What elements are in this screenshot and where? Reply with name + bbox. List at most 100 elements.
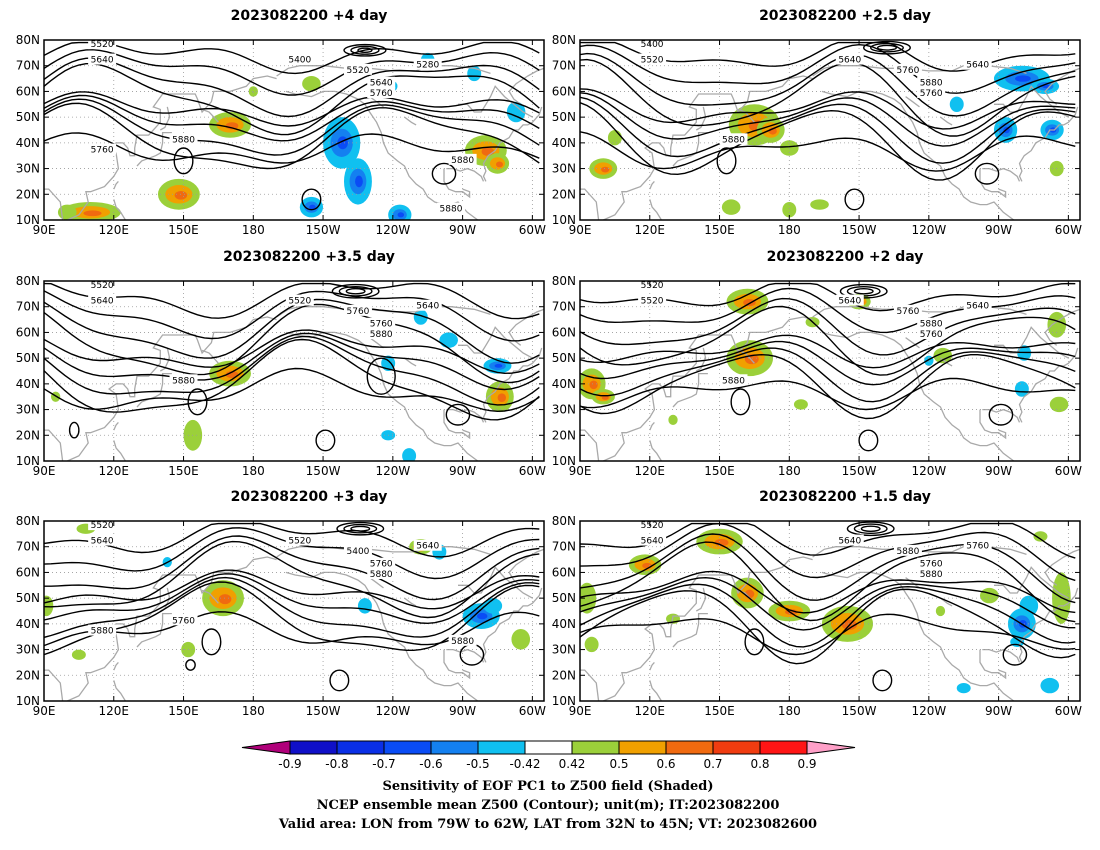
- lon-label: 120E: [635, 464, 666, 478]
- coastline: [113, 199, 126, 220]
- contour-label: 5400: [641, 40, 664, 50]
- contour-label-bg: [638, 53, 667, 65]
- coastline: [940, 116, 953, 126]
- colorbar-box: [336, 740, 385, 755]
- contour-label-bg: [343, 544, 372, 556]
- contour-label: 5640: [416, 542, 439, 552]
- negative-sensitivity-peak: [477, 612, 488, 620]
- lat-label: 20N: [16, 187, 40, 201]
- contour-label: 5520: [347, 66, 370, 76]
- coastline: [905, 337, 920, 349]
- colorbar: -0.9 -0.8 -0.7 -0.6 -0.5 -0.42 0.42 0.5 0.6 0.7 0.…: [241, 740, 856, 771]
- colorbar-box: [524, 740, 573, 755]
- z500-contour: [580, 533, 1076, 604]
- contour-label-bg: [436, 202, 465, 214]
- contour-label-bg: [367, 317, 396, 329]
- coastline: [446, 167, 485, 182]
- lat-label: 50N: [552, 351, 576, 365]
- coastline: [113, 680, 126, 701]
- coastline: [508, 91, 522, 105]
- coastline: [482, 587, 543, 663]
- lon-label: 90E: [569, 464, 592, 478]
- lat-label: 70N: [16, 540, 40, 554]
- positive-sensitivity-patch: [1049, 396, 1069, 413]
- positive-sensitivity-patch: [44, 595, 54, 617]
- negative-sensitivity-patch: [402, 448, 417, 461]
- lat-label: 20N: [552, 428, 576, 442]
- lon-label: 150E: [168, 704, 199, 718]
- contour-label-bg: [169, 133, 198, 145]
- z500-closed-contour: [858, 429, 879, 452]
- z500-contour: [44, 132, 540, 164]
- lat-label: 80N: [16, 274, 40, 288]
- positive-sensitivity-patch: [607, 130, 622, 146]
- lon-label: 150W: [842, 704, 877, 718]
- lat-label: 10N: [16, 454, 40, 468]
- coastline: [994, 566, 1069, 599]
- lat-label: 40N: [16, 377, 40, 391]
- positive-sensitivity-peak: [174, 190, 188, 200]
- lon-label: 90W: [985, 223, 1012, 237]
- panel-title: 2023082200 +4 day: [231, 8, 388, 24]
- contour-label: 5760: [370, 89, 393, 99]
- z500-contour: [44, 48, 540, 96]
- lat-label: 10N: [552, 694, 576, 708]
- contour-label: 5520: [91, 521, 114, 531]
- contour-label: 5400: [347, 547, 370, 557]
- contour-label-bg: [88, 40, 117, 50]
- coastline: [159, 347, 171, 372]
- z500-contour: [580, 377, 1076, 411]
- lon-label: 120E: [635, 704, 666, 718]
- lat-label: 80N: [16, 514, 40, 528]
- z500-contour: [580, 334, 1076, 369]
- coastline: [603, 556, 813, 701]
- z500-closed-contour: [860, 525, 881, 532]
- z500-contour: [44, 540, 540, 619]
- z500-contour: [580, 305, 1076, 376]
- coastline: [1018, 106, 1079, 182]
- z500-contour: [44, 98, 540, 156]
- lon-label: 180: [242, 704, 265, 718]
- contour-label-bg: [88, 281, 117, 291]
- contour-label-bg: [88, 534, 117, 546]
- panel-title: 2023082200 +2 day: [767, 249, 924, 265]
- coastline: [443, 409, 471, 440]
- z500-closed-contour: [185, 659, 196, 671]
- contour-label: 5880: [920, 570, 943, 580]
- lon-label: 150E: [168, 223, 199, 237]
- lon-label: 120W: [911, 464, 946, 478]
- lon-label: 90E: [33, 223, 56, 237]
- coastline: [982, 408, 1021, 423]
- coastline: [285, 571, 479, 701]
- positive-sensitivity-patch: [511, 629, 531, 650]
- lon-label: 90W: [985, 464, 1012, 478]
- lon-label: 90W: [985, 704, 1012, 718]
- z500-contour: [44, 335, 540, 406]
- colorbar-box: [712, 740, 761, 755]
- contour-label: 5640: [416, 302, 439, 312]
- z500-closed-contour: [869, 42, 904, 53]
- coastline: [201, 349, 219, 364]
- coastline: [649, 440, 662, 461]
- positive-sensitivity-patch: [1047, 311, 1067, 338]
- contour-label: 5520: [91, 281, 114, 291]
- negative-sensitivity-patch: [439, 332, 458, 348]
- coastline: [1018, 347, 1079, 423]
- z500-closed-contour: [201, 628, 222, 656]
- z500-closed-contour: [844, 188, 865, 211]
- contour-label: 5760: [347, 307, 370, 317]
- lat-label: 50N: [16, 110, 40, 124]
- z500-contour: [44, 102, 540, 170]
- contour-label: 5760: [920, 89, 943, 99]
- colorbar-box: [759, 740, 808, 755]
- lon-label: 180: [778, 464, 801, 478]
- lat-label: 60N: [552, 84, 576, 98]
- coastline: [695, 106, 707, 131]
- z500-contour: [44, 573, 540, 625]
- lon-label: 60W: [519, 464, 546, 478]
- z500-closed-contour: [336, 521, 385, 536]
- contour-label-bg: [917, 557, 946, 569]
- coastline: [580, 188, 600, 220]
- coastline: [44, 188, 64, 220]
- z500-contour: [580, 88, 1076, 130]
